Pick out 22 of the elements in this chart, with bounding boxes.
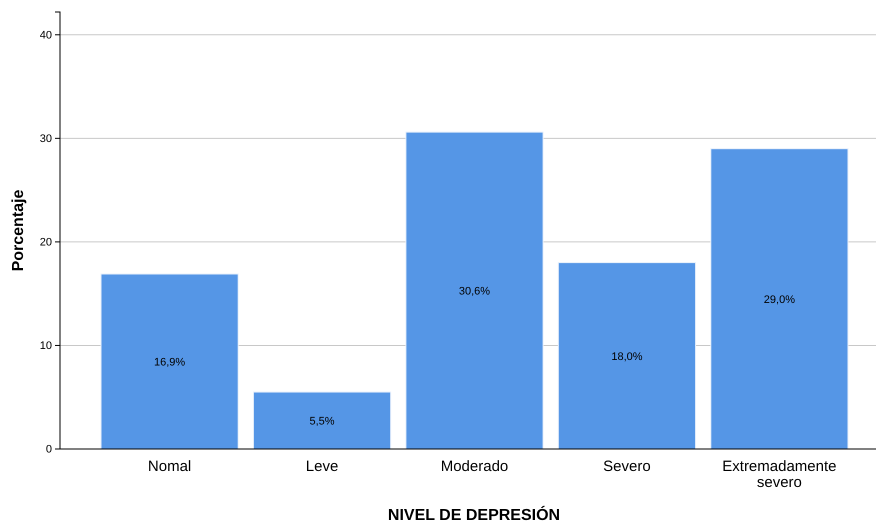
bar: [100, 273, 239, 450]
y-tick-label: 10: [40, 340, 52, 352]
x-tick-label: Severo: [603, 458, 651, 475]
bar: [252, 392, 392, 450]
data-label: 29,0%: [764, 294, 796, 306]
data-label: 30,6%: [458, 286, 490, 298]
y-tick-label: 0: [46, 444, 52, 456]
data-label: 16,9%: [154, 356, 186, 368]
x-tick-label: Extremadamente severo: [722, 458, 837, 491]
bar: [558, 262, 696, 450]
bar: [405, 132, 544, 450]
data-label: 18,0%: [611, 350, 643, 363]
x-tick-label: Nomal: [148, 458, 192, 475]
y-tick-label: 20: [40, 236, 52, 248]
y-tick-label: 30: [40, 132, 52, 145]
x-tick-label: Moderado: [440, 458, 508, 475]
y-tick-label: 40: [40, 29, 52, 42]
x-axis-title: NIVEL DE DEPRESIÓN: [388, 505, 560, 524]
x-tick-label: Leve: [306, 458, 338, 475]
y-axis-title: Porcentaje: [10, 189, 27, 272]
data-label: 5,5%: [310, 416, 335, 428]
bar: [710, 148, 848, 450]
